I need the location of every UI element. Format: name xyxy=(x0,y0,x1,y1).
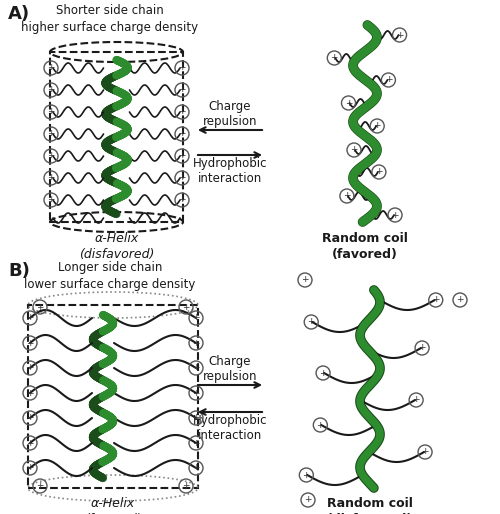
Text: +: + xyxy=(178,174,186,182)
Text: +: + xyxy=(422,448,429,456)
Text: +: + xyxy=(178,85,186,95)
Text: +: + xyxy=(47,130,55,138)
Text: +: + xyxy=(412,395,420,405)
Text: +: + xyxy=(350,145,358,155)
Text: +: + xyxy=(192,339,200,347)
Text: +: + xyxy=(192,438,200,448)
Text: +: + xyxy=(26,363,34,373)
Text: +: + xyxy=(26,464,34,472)
Text: +: + xyxy=(26,314,34,322)
Text: +: + xyxy=(47,107,55,117)
Text: +: + xyxy=(320,369,327,377)
Text: +: + xyxy=(375,168,382,176)
Text: Longer side chain
lower surface charge density: Longer side chain lower surface charge d… xyxy=(24,261,196,291)
Text: Hydrophobic
interaction: Hydrophobic interaction xyxy=(193,157,267,185)
Text: +: + xyxy=(301,276,309,285)
Text: +: + xyxy=(302,470,310,480)
Text: +: + xyxy=(26,389,34,397)
Text: +: + xyxy=(178,64,186,72)
Text: +: + xyxy=(192,314,200,322)
Text: +: + xyxy=(343,192,350,200)
Text: +: + xyxy=(26,413,34,423)
Text: +: + xyxy=(178,107,186,117)
Text: +: + xyxy=(47,195,55,205)
Text: α-Helix
(disfavored): α-Helix (disfavored) xyxy=(79,232,154,261)
Text: +: + xyxy=(178,130,186,138)
Text: +: + xyxy=(36,303,44,311)
Text: +: + xyxy=(192,363,200,373)
Text: +: + xyxy=(47,152,55,160)
Text: +: + xyxy=(47,64,55,72)
Text: α-Helix
(favored): α-Helix (favored) xyxy=(84,497,142,514)
Text: +: + xyxy=(316,420,324,430)
Text: +: + xyxy=(396,30,404,40)
Text: +: + xyxy=(374,121,381,131)
Text: Shorter side chain
higher surface charge density: Shorter side chain higher surface charge… xyxy=(22,4,199,34)
Bar xyxy=(28,305,198,488)
Text: +: + xyxy=(392,211,399,219)
Text: Charge
repulsion: Charge repulsion xyxy=(203,355,257,383)
Text: +: + xyxy=(47,85,55,95)
Text: +: + xyxy=(192,464,200,472)
Text: Hydrophobic
interaction: Hydrophobic interaction xyxy=(193,414,267,442)
Text: +: + xyxy=(330,53,338,63)
Text: +: + xyxy=(192,389,200,397)
Text: +: + xyxy=(47,174,55,182)
Text: +: + xyxy=(344,99,352,107)
Text: A): A) xyxy=(8,5,30,23)
Text: +: + xyxy=(192,413,200,423)
Text: Charge
repulsion: Charge repulsion xyxy=(203,100,257,128)
Text: +: + xyxy=(182,303,190,311)
Text: +: + xyxy=(384,76,392,84)
Text: +: + xyxy=(456,296,464,304)
Text: Random coil
(disfavored): Random coil (disfavored) xyxy=(327,497,413,514)
Text: +: + xyxy=(308,318,315,326)
Text: +: + xyxy=(178,152,186,160)
Text: +: + xyxy=(26,339,34,347)
Text: +: + xyxy=(304,495,312,505)
Bar xyxy=(50,52,183,222)
Text: Random coil
(favored): Random coil (favored) xyxy=(322,232,408,261)
Text: +: + xyxy=(432,296,440,304)
Text: +: + xyxy=(36,482,44,490)
Text: +: + xyxy=(178,195,186,205)
Text: +: + xyxy=(418,343,426,353)
Text: +: + xyxy=(182,482,190,490)
Text: B): B) xyxy=(8,262,30,280)
Text: +: + xyxy=(26,438,34,448)
